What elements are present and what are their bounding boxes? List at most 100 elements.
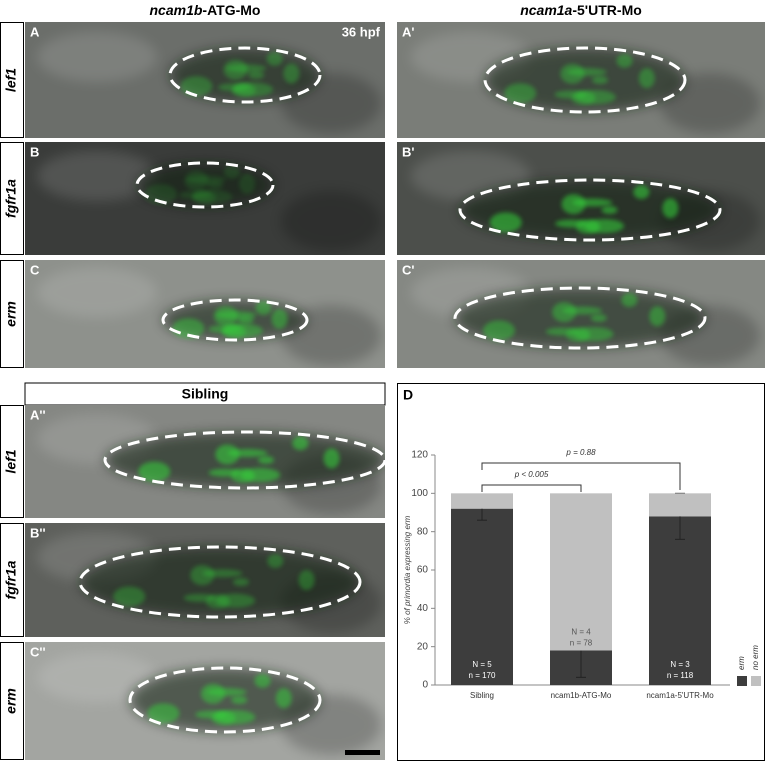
x-tick-label: ncam1a-5'UTR-Mo [646, 691, 714, 700]
outline [453, 286, 707, 350]
signal [616, 53, 633, 68]
y-tick-label: 40 [417, 603, 429, 614]
signal [233, 82, 274, 97]
bar-segment [649, 516, 711, 685]
signal [200, 683, 225, 704]
outline [128, 666, 322, 734]
row-label-box [0, 142, 24, 255]
outline [168, 46, 322, 104]
y-tick-label: 60 [417, 565, 429, 576]
x-tick-label: Sibling [470, 691, 494, 700]
signal [662, 198, 679, 219]
p-value: p < 0.005 [514, 470, 549, 479]
row-label-box [0, 260, 24, 368]
signal [283, 63, 300, 84]
count-label: n = 170 [469, 671, 496, 680]
legend-label: no erm [751, 645, 760, 670]
signal [482, 320, 515, 341]
signal [649, 306, 666, 327]
panel-letter: A' [402, 24, 414, 39]
column-header: ncam1b-ATG-Mo [150, 2, 261, 18]
panel-letter: C [30, 262, 40, 277]
signal [192, 189, 233, 204]
signal [113, 586, 146, 607]
signal [504, 83, 537, 104]
signal [267, 554, 284, 569]
panel-letter: B [30, 144, 39, 159]
row-label: fgfr1a [3, 560, 19, 599]
y-tick-label: 120 [411, 450, 428, 461]
signal [489, 212, 522, 233]
primordium [455, 288, 705, 348]
bar-segment [550, 493, 612, 651]
texture [37, 150, 157, 201]
primordium [105, 432, 385, 488]
legend-swatch [751, 676, 761, 686]
signal [545, 327, 578, 336]
signal [183, 593, 216, 602]
row-label-box [0, 523, 24, 637]
signal [584, 218, 625, 233]
signal [254, 673, 271, 688]
texture [37, 267, 157, 318]
signal [638, 68, 655, 89]
micrograph [25, 142, 385, 255]
outline [483, 46, 687, 114]
signal [590, 314, 607, 322]
stage-label: 36 hpf [342, 24, 381, 39]
outline [161, 298, 309, 342]
signal [222, 323, 263, 338]
micrograph [397, 22, 765, 138]
panel-letter: B'' [30, 525, 46, 540]
signal [184, 170, 209, 191]
signal [275, 688, 292, 709]
y-axis-label: % of primordia expressing erm [403, 515, 412, 624]
panel-letter: C'' [30, 644, 46, 659]
signal [561, 194, 586, 215]
bar-segment [649, 493, 711, 517]
row-label: erm [3, 301, 19, 327]
signal [233, 578, 249, 586]
signal [271, 308, 288, 329]
primordium [80, 547, 360, 617]
signal [555, 219, 588, 228]
y-tick-label: 20 [417, 641, 429, 652]
scale-bar [345, 750, 380, 755]
row-label: erm [3, 688, 19, 714]
micrograph [397, 142, 765, 255]
signal [231, 696, 248, 704]
legend-swatch [737, 676, 747, 686]
count-label: n = 78 [570, 639, 593, 648]
signal [239, 173, 256, 194]
y-tick-label: 0 [422, 680, 428, 691]
bar-segment [451, 493, 513, 509]
row-label-box [0, 642, 24, 760]
primordium [460, 180, 720, 240]
texture [37, 652, 157, 703]
texture [281, 191, 381, 252]
signal [560, 63, 585, 84]
signal [190, 565, 215, 586]
row-label-box [0, 22, 24, 138]
panel-letter: A'' [30, 407, 46, 422]
signal [215, 710, 256, 725]
signal [208, 468, 241, 477]
outline [103, 430, 385, 490]
signal [215, 593, 256, 608]
signal [621, 293, 638, 308]
signal [292, 436, 309, 451]
signal [223, 59, 248, 80]
signal [248, 71, 265, 79]
signal [172, 318, 205, 339]
row-label-box [0, 405, 24, 518]
signal [592, 76, 608, 84]
micrograph [25, 642, 385, 760]
bracket [481, 462, 681, 490]
p-value: p = 0.88 [565, 448, 596, 457]
outline [458, 178, 722, 242]
signal [298, 570, 315, 591]
signal [633, 185, 650, 200]
panel-letter: A [30, 24, 40, 39]
bar-segment [451, 508, 513, 685]
